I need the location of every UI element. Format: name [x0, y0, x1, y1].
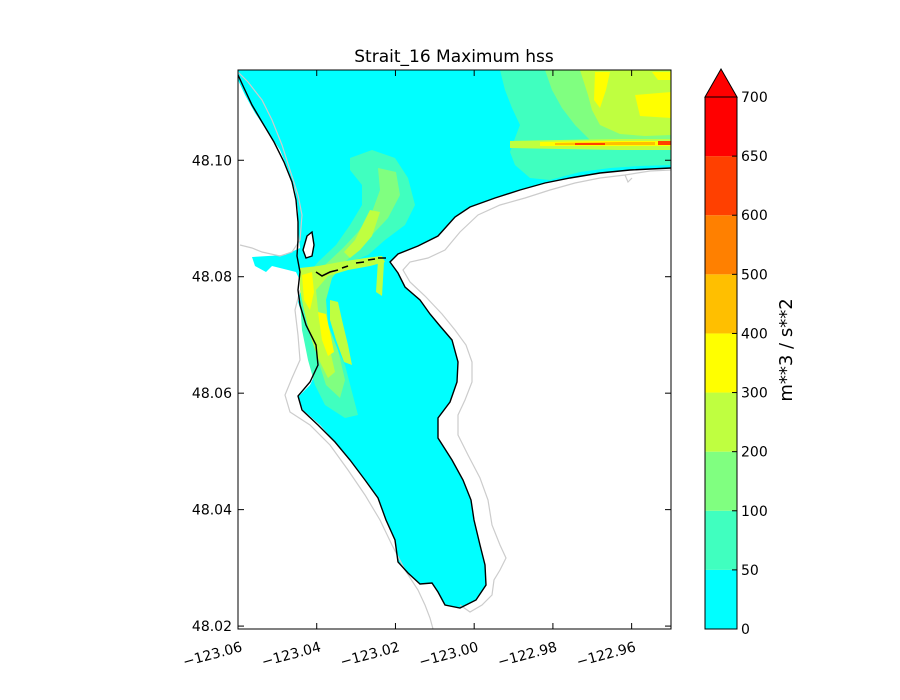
colorbar-tick-label: 300: [741, 386, 768, 402]
x-tick-label: −123.02: [339, 639, 402, 670]
colorbar-tick-label: 400: [741, 326, 768, 342]
x-tick-label: −122.96: [575, 639, 638, 670]
colorbar-extend-arrow: [704, 67, 738, 98]
y-axis: 48.02 48.04 48.06 48.08 48.10: [192, 153, 671, 635]
colorbar-segment: [705, 510, 737, 570]
x-tick-label: −123.04: [260, 639, 323, 670]
y-tick-label: 48.04: [192, 503, 232, 519]
y-tick-label: 48.06: [192, 386, 232, 402]
x-tick-label: −123.06: [181, 639, 244, 670]
colorbar-label: m**3 / s**2: [776, 298, 797, 401]
plot-frame: [237, 69, 672, 630]
colorbar-tick-label: 600: [741, 208, 768, 224]
colorbar-outline: [704, 97, 738, 630]
colorbar-tick-label: 650: [741, 149, 768, 165]
colorbar-tick-label: 500: [741, 267, 768, 283]
colorbar-segment: [705, 215, 737, 275]
x-tick-label: −122.98: [496, 639, 559, 670]
band-600-650: [575, 141, 671, 145]
water-field: [238, 70, 671, 608]
colorbar-tick-label: 0: [741, 622, 750, 638]
colorbar: 0 50 100 200 300 400 500 600 650 700: [704, 67, 768, 638]
y-tick-label: 48.02: [192, 619, 232, 635]
map-area: [238, 70, 671, 629]
colorbar-segment: [705, 569, 737, 629]
coastline: [238, 74, 671, 609]
y-tick-label: 48.10: [192, 153, 232, 169]
colorbar-segment: [705, 97, 737, 157]
chart-title: Strait_16 Maximum hss: [354, 47, 554, 67]
x-tick-label: −123.00: [417, 639, 480, 670]
colorbar-tick-label: 700: [741, 90, 768, 106]
colorbar-segment: [705, 392, 737, 452]
colorbar-segment: [705, 333, 737, 393]
land-contour: [238, 71, 671, 629]
spit-outline: [315, 257, 386, 277]
y-tick-label: 48.08: [192, 270, 232, 286]
colorbar-tick-label: 200: [741, 445, 768, 461]
colorbar-segment: [705, 156, 737, 216]
colorbar-tick-label: 50: [741, 563, 759, 579]
island-outline: [302, 230, 315, 259]
colorbar-tick-label: 100: [741, 504, 768, 520]
colorbar-segment: [705, 451, 737, 511]
colorbar-segment: [705, 274, 737, 334]
